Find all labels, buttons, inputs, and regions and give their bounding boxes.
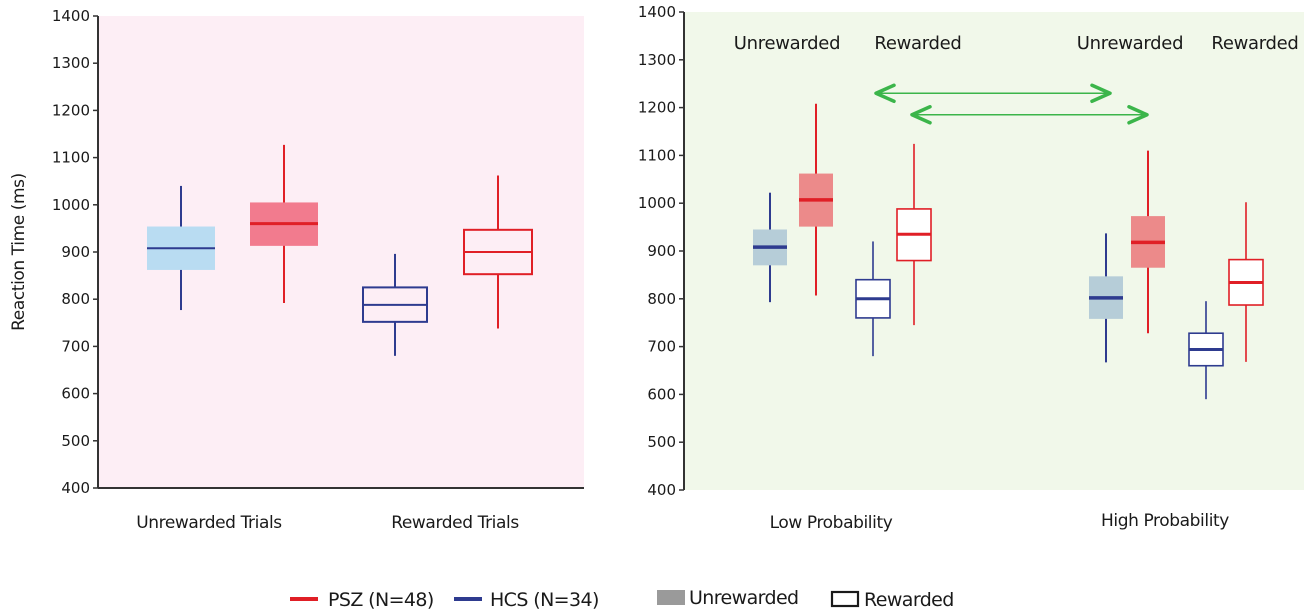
- right-panel: 400 500 600 700 800 900 1000 1100 1200 1300 1400 U…: [638, 3, 1304, 533]
- right-y-ticks: 400 500 600 700 800 900 1000 1100 1200 1300 1400: [638, 3, 684, 499]
- box-hcs-outline: [855, 241, 891, 357]
- left-boxes: [147, 144, 533, 356]
- left-y-ticks: 400 500 600 700 800 900 1000 1100 1200 1300 1400: [52, 7, 98, 497]
- y-tick-label: 800: [647, 290, 676, 308]
- y-tick-label: 600: [647, 385, 676, 403]
- y-tick-label: 1300: [638, 51, 676, 69]
- box-hcs-filled: [147, 185, 215, 311]
- box-psz-outline: [1228, 202, 1264, 362]
- y-tick-label: 700: [61, 337, 90, 355]
- y-tick-label: 600: [61, 385, 90, 403]
- subgroup-label-low-rewarded: Rewarded: [874, 33, 961, 54]
- y-tick-label: 900: [647, 242, 676, 260]
- right-boxes: [753, 103, 1264, 400]
- y-tick-label: 400: [61, 479, 90, 497]
- box-psz-filled: [1131, 150, 1165, 334]
- arrow-head-left: [874, 83, 896, 104]
- right-category-label-2: High Probability: [1101, 511, 1229, 531]
- comparison-arrow: [910, 105, 1149, 125]
- box-psz-filled: [799, 103, 833, 296]
- y-tick-label: 1000: [638, 194, 676, 212]
- box-hcs-outline: [362, 253, 428, 356]
- y-tick-label: 400: [647, 481, 676, 499]
- y-tick-label: 1000: [52, 196, 90, 214]
- y-tick-label: 500: [61, 432, 90, 450]
- y-tick-label: 1300: [52, 54, 90, 72]
- arrow-head-right: [1090, 83, 1112, 104]
- legend-psz-label: PSZ (N=48): [328, 589, 434, 611]
- arrow-head-left: [910, 105, 932, 125]
- y-tick-label: 1200: [52, 101, 90, 119]
- left-category-label-2: Rewarded Trials: [391, 513, 519, 533]
- y-axis-label: Reaction Time (ms): [9, 173, 29, 331]
- box-psz-outline: [463, 175, 533, 329]
- right-plot-background: [684, 12, 1304, 490]
- y-tick-label: 800: [61, 290, 90, 308]
- box-psz-filled: [250, 144, 318, 303]
- legend-unrewarded-marker: [657, 590, 685, 605]
- y-tick-label: 1400: [638, 3, 676, 21]
- subgroup-label-low-unrewarded: Unrewarded: [734, 33, 840, 54]
- left-panel: 400 500 600 700 800 900 1000 1100 1200 1300 1400 U…: [9, 7, 584, 533]
- subgroup-label-high-rewarded: Rewarded: [1211, 33, 1298, 54]
- y-tick-label: 1100: [638, 146, 676, 164]
- box-hcs-filled: [753, 192, 787, 303]
- y-tick-label: 1400: [52, 7, 90, 25]
- y-tick-label: 1100: [52, 149, 90, 167]
- box-hcs-outline: [1188, 301, 1224, 400]
- left-category-label-1: Unrewarded Trials: [136, 513, 282, 533]
- comparison-arrows: [874, 83, 1149, 125]
- legend: PSZ (N=48) HCS (N=34) Unrewarded Rewarde…: [290, 587, 954, 611]
- y-tick-label: 500: [647, 433, 676, 451]
- legend-rewarded-marker: [830, 590, 860, 608]
- subgroup-label-high-unrewarded: Unrewarded: [1077, 33, 1183, 54]
- legend-rewarded-label: Rewarded: [864, 589, 954, 611]
- arrow-head-right: [1127, 105, 1149, 125]
- legend-hcs-label: HCS (N=34): [490, 589, 599, 611]
- legend-unrewarded-label: Unrewarded: [689, 587, 799, 609]
- y-tick-label: 1200: [638, 99, 676, 117]
- comparison-arrow: [874, 83, 1112, 104]
- y-tick-label: 900: [61, 243, 90, 261]
- box-hcs-filled: [1089, 233, 1123, 363]
- box-psz-outline: [896, 143, 932, 326]
- y-tick-label: 700: [647, 338, 676, 356]
- right-category-label-1: Low Probability: [770, 513, 893, 533]
